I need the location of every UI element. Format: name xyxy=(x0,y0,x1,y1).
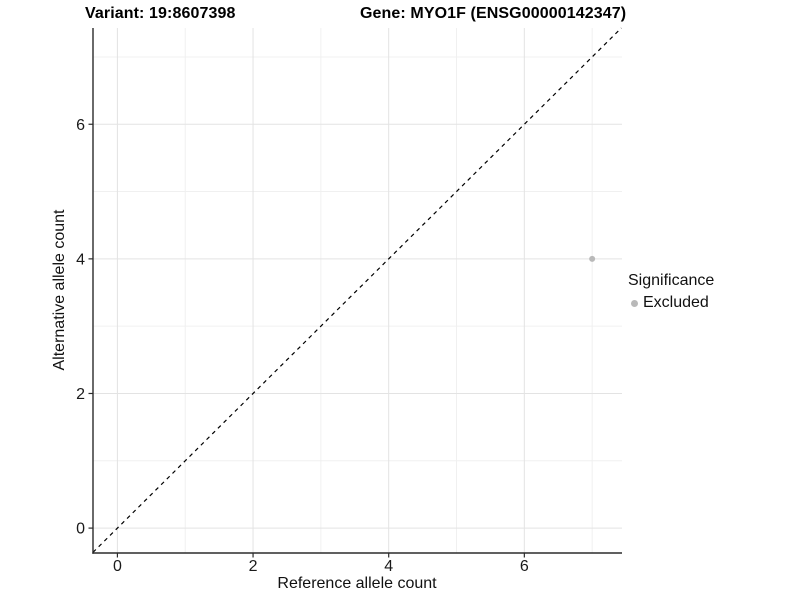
y-tick-label: 0 xyxy=(76,521,85,538)
legend-entry-excluded: Excluded xyxy=(628,293,714,313)
data-point xyxy=(589,255,596,262)
identity-reference-line xyxy=(92,27,622,553)
y-tick-label: 2 xyxy=(76,386,85,403)
x-axis-title: Reference allele count xyxy=(277,575,437,592)
x-tick-label: 0 xyxy=(113,558,122,575)
y-axis-title: Alternative allele count xyxy=(51,209,68,371)
y-tick-label: 6 xyxy=(76,117,85,134)
legend-point-swatch xyxy=(631,299,638,307)
legend: Significance Excluded xyxy=(628,271,714,313)
legend-title: Significance xyxy=(628,272,715,289)
x-tick-label: 2 xyxy=(249,558,258,575)
y-tick-label: 4 xyxy=(76,251,85,268)
legend-entry-label: Excluded xyxy=(643,294,709,311)
plot-title-gene: Gene: MYO1F (ENSG00000142347) xyxy=(360,5,627,22)
x-tick-label: 6 xyxy=(520,558,529,575)
x-tick-label: 4 xyxy=(384,558,393,575)
plot-title-variant: Variant: 19:8607398 xyxy=(85,5,236,22)
